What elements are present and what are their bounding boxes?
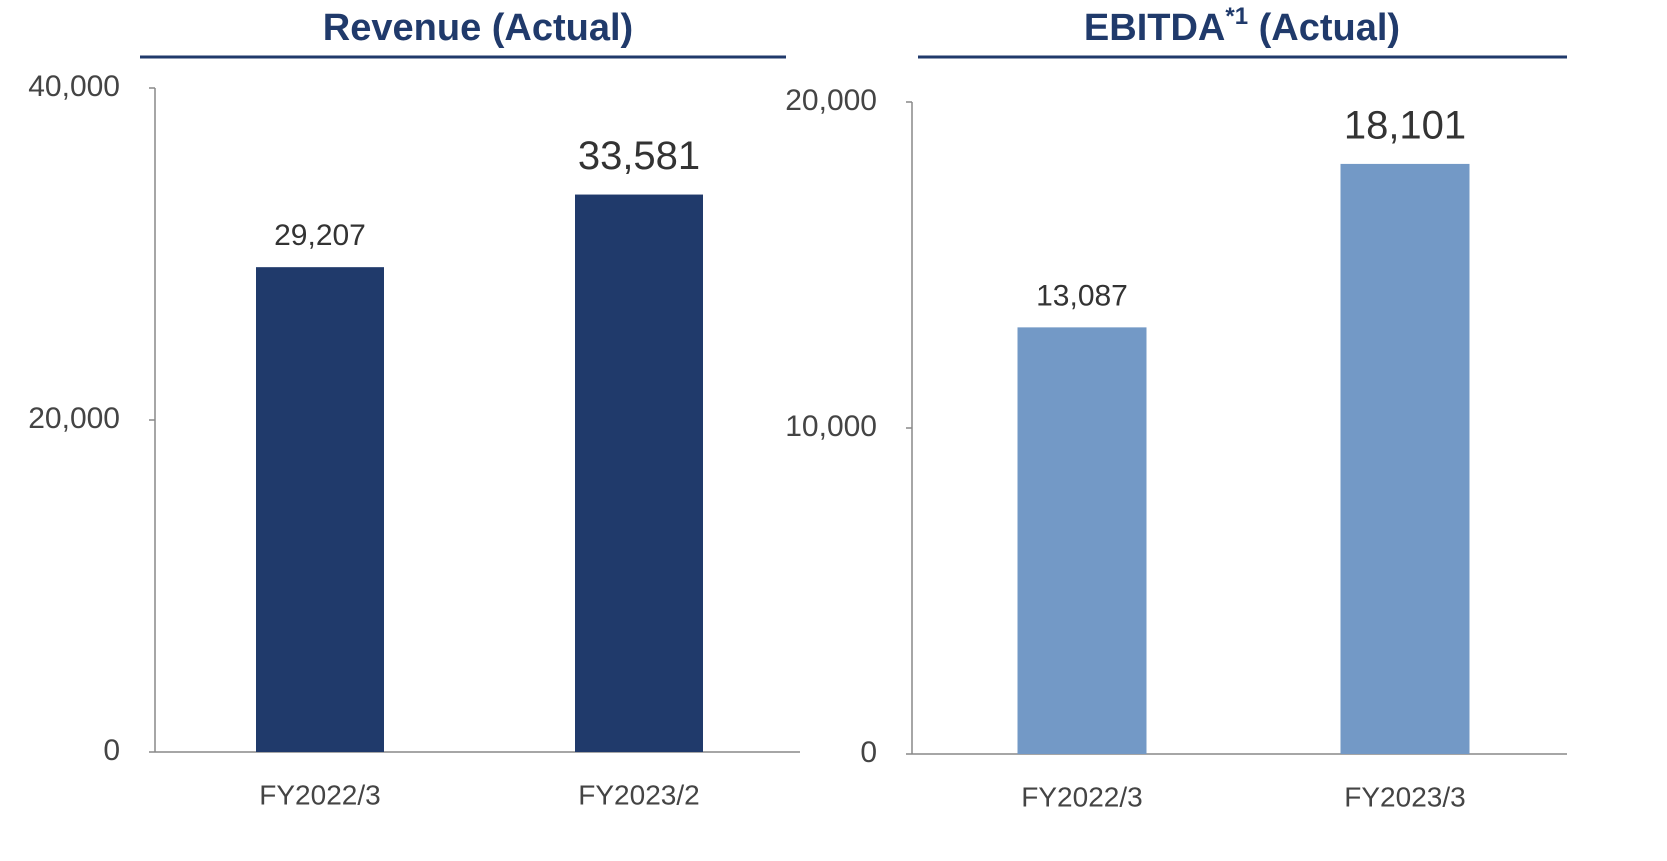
y-tick-label: 20,000 xyxy=(785,84,877,117)
bar xyxy=(256,267,384,752)
x-tick-label: FY2023/2 xyxy=(578,779,699,810)
chart-title: EBITDA*1 (Actual) xyxy=(1084,3,1400,49)
x-tick-label: FY2023/3 xyxy=(1344,781,1465,812)
y-tick-label: 40,000 xyxy=(28,70,120,103)
title-suffix: (Actual) xyxy=(1248,7,1400,49)
bar xyxy=(1017,327,1147,754)
x-tick-label: FY2022/3 xyxy=(259,779,380,810)
bar xyxy=(1340,163,1470,754)
title-main: EBITDA xyxy=(1084,7,1225,49)
y-tick-label: 10,000 xyxy=(785,410,877,443)
y-tick-label: 0 xyxy=(103,734,120,767)
bar xyxy=(575,194,703,752)
value-label: 18,101 xyxy=(1344,103,1466,147)
chart-title: Revenue (Actual) xyxy=(323,7,633,49)
value-label: 33,581 xyxy=(578,134,700,178)
value-label: 29,207 xyxy=(274,219,366,252)
y-tick-label: 0 xyxy=(860,736,877,769)
value-label: 13,087 xyxy=(1036,279,1128,312)
y-tick-label: 20,000 xyxy=(28,402,120,435)
title-superscript: *1 xyxy=(1225,3,1248,30)
x-tick-label: FY2022/3 xyxy=(1021,781,1142,812)
